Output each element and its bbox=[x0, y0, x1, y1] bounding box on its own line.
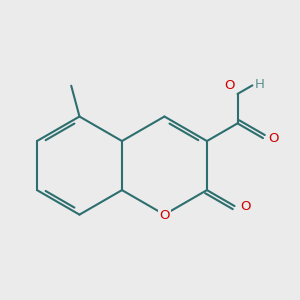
Text: O: O bbox=[268, 132, 279, 145]
Text: O: O bbox=[224, 79, 234, 92]
Text: H: H bbox=[255, 78, 265, 91]
Text: O: O bbox=[159, 209, 170, 222]
Text: O: O bbox=[240, 200, 250, 212]
